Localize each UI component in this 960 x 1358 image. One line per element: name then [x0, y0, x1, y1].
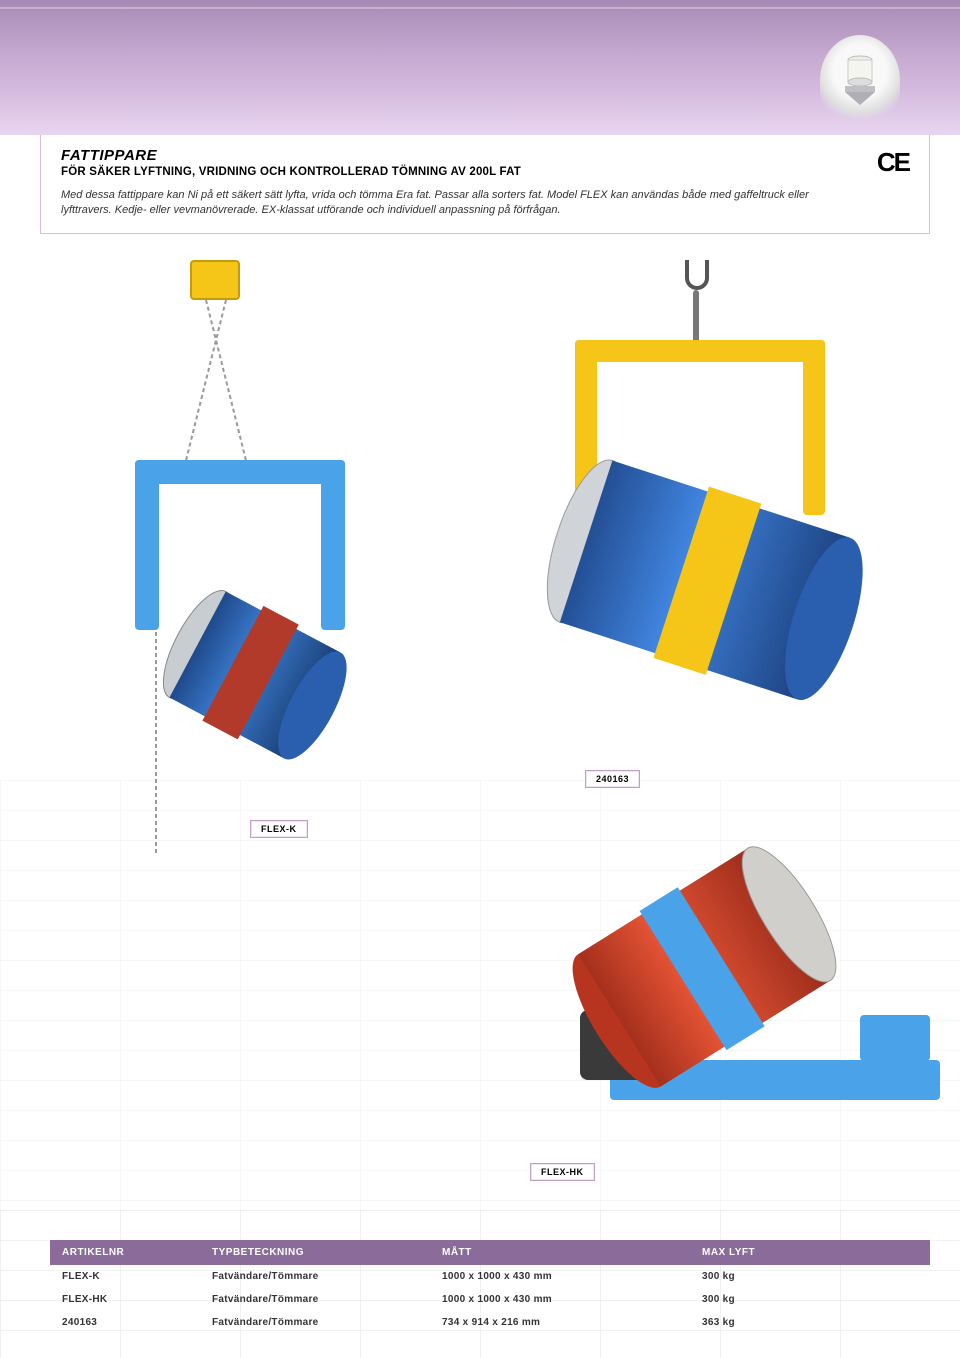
table-header-matt: MÅTT: [442, 1247, 702, 1258]
header-band: [0, 0, 960, 135]
cell-matt: 1000 x 1000 x 430 mm: [442, 1294, 702, 1305]
table-header-maxlyft: MAX LYFT: [702, 1247, 852, 1258]
content-area: FLEX-K 240163 FLEX-HK ARTIKELNR TYPBETEC…: [0, 260, 960, 1358]
table-row: 240163 Fatvändare/Tömmare 734 x 914 x 21…: [50, 1311, 930, 1334]
band-rule: [0, 7, 960, 9]
product-image-flex-k: [60, 260, 420, 880]
product-image-240163: [480, 260, 910, 760]
table-header-artikelnr: ARTIKELNR: [62, 1247, 212, 1258]
cell-typ: Fatvändare/Tömmare: [212, 1271, 442, 1282]
table-row: FLEX-HK Fatvändare/Tömmare 1000 x 1000 x…: [50, 1288, 930, 1311]
cell-max: 363 kg: [702, 1317, 852, 1328]
cell-artikelnr: FLEX-HK: [62, 1294, 212, 1305]
table-header-row: ARTIKELNR TYPBETECKNING MÅTT MAX LYFT: [50, 1240, 930, 1265]
product-image-flex-hk: [460, 820, 940, 1170]
cell-matt: 1000 x 1000 x 430 mm: [442, 1271, 702, 1282]
header-box: FATTIPPARE FÖR SÄKER LYFTNING, VRIDNING …: [40, 135, 930, 234]
cell-artikelnr: FLEX-K: [62, 1271, 212, 1282]
label-flex-hk: FLEX-HK: [530, 1163, 595, 1181]
page-title: FATTIPPARE: [61, 147, 909, 164]
ce-mark-icon: CE: [877, 147, 909, 178]
page-subtitle: FÖR SÄKER LYFTNING, VRIDNING OCH KONTROL…: [61, 166, 909, 178]
table-row: FLEX-K Fatvändare/Tömmare 1000 x 1000 x …: [50, 1265, 930, 1288]
label-240163: 240163: [585, 770, 640, 788]
spec-table: ARTIKELNR TYPBETECKNING MÅTT MAX LYFT FL…: [50, 1240, 930, 1334]
product-category-icon: [820, 35, 900, 125]
table-header-typbeteckning: TYPBETECKNING: [212, 1247, 442, 1258]
cell-max: 300 kg: [702, 1294, 852, 1305]
cell-artikelnr: 240163: [62, 1317, 212, 1328]
label-flex-k: FLEX-K: [250, 820, 308, 838]
cell-typ: Fatvändare/Tömmare: [212, 1317, 442, 1328]
page-description: Med dessa fattippare kan Ni på ett säker…: [61, 188, 909, 219]
cell-matt: 734 x 914 x 216 mm: [442, 1317, 702, 1328]
cell-max: 300 kg: [702, 1271, 852, 1282]
cell-typ: Fatvändare/Tömmare: [212, 1294, 442, 1305]
